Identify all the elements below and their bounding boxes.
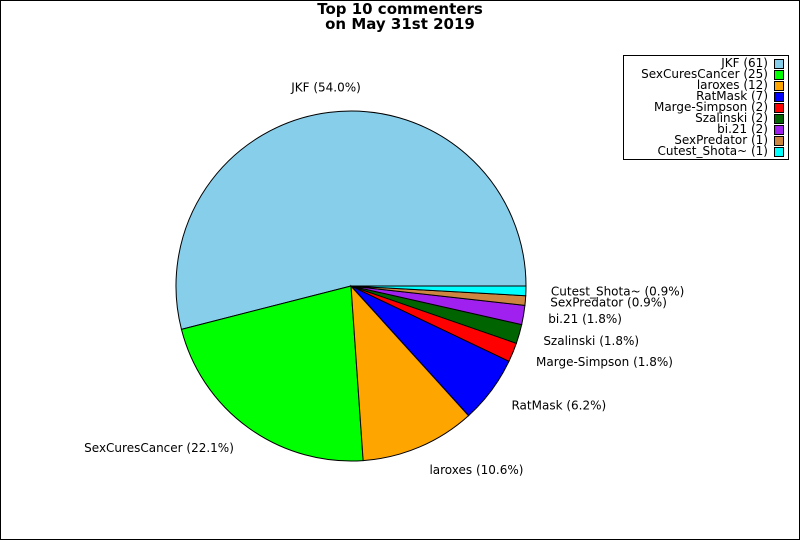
legend-swatch	[774, 80, 784, 91]
legend-label: laroxes (12)	[696, 78, 768, 92]
pie-label-3: RatMask (6.2%)	[511, 398, 606, 412]
legend-swatch	[774, 135, 784, 146]
pie-label-7: SexPredator (0.9%)	[550, 296, 667, 310]
pie-label-1: SexCuresCancer (22.1%)	[84, 441, 234, 455]
legend-item-0: JKF (61)	[624, 56, 784, 70]
legend-item-6: bi.21 (2)	[624, 122, 784, 136]
legend-swatch	[774, 102, 784, 113]
pie-label-0: JKF (54.0%)	[290, 81, 361, 95]
legend-item-7: SexPredator (1)	[624, 133, 784, 147]
legend-item-5: Szalinski (2)	[624, 111, 784, 125]
legend-label: Szalinski (2)	[695, 111, 768, 125]
pie-slice-8	[350, 285, 527, 297]
legend-item-3: RatMask (7)	[624, 89, 784, 103]
legend-swatch	[774, 124, 784, 135]
legend-item-1: SexCuresCancer (25)	[624, 67, 784, 81]
legend-label: JKF (61)	[721, 56, 768, 70]
legend-label: SexCuresCancer (25)	[641, 67, 768, 81]
pie-slice-0	[175, 110, 527, 330]
chart-title-line-2: on May 31st 2019	[325, 15, 475, 33]
legend-swatch	[774, 113, 784, 124]
chart-title-line-1: Top 10 commenters	[317, 0, 483, 18]
legend-item-4: Marge-Simpson (2)	[624, 100, 784, 114]
legend-swatch	[774, 58, 784, 69]
chart-title: Top 10 commenters on May 31st 2019	[1, 2, 799, 32]
legend-swatch	[774, 146, 784, 157]
pie-slice-1	[180, 285, 364, 462]
legend-label: bi.21 (2)	[717, 122, 768, 136]
legend-item-2: laroxes (12)	[624, 78, 784, 92]
pie-label-5: Szalinski (1.8%)	[543, 334, 639, 348]
pie-label-4: Marge-Simpson (1.8%)	[536, 355, 673, 369]
pie-label-8: Cutest_Shota~ (0.9%)	[551, 285, 684, 299]
legend-swatch	[774, 69, 784, 80]
legend-label: Marge-Simpson (2)	[653, 100, 768, 114]
legend-label: SexPredator (1)	[674, 133, 768, 147]
legend: JKF (61) SexCuresCancer (25) laroxes (12) R…	[623, 55, 789, 160]
legend-label: Cutest_Shota~ (1)	[657, 144, 768, 158]
legend-item-8: Cutest_Shota~ (1)	[624, 144, 784, 158]
pie-label-6: bi.21 (1.8%)	[548, 312, 622, 326]
pie-slice-2	[350, 284, 470, 462]
pie-label-2: laroxes (10.6%)	[429, 463, 523, 477]
legend-label: RatMask (7)	[696, 89, 768, 103]
legend-swatch	[774, 91, 784, 102]
